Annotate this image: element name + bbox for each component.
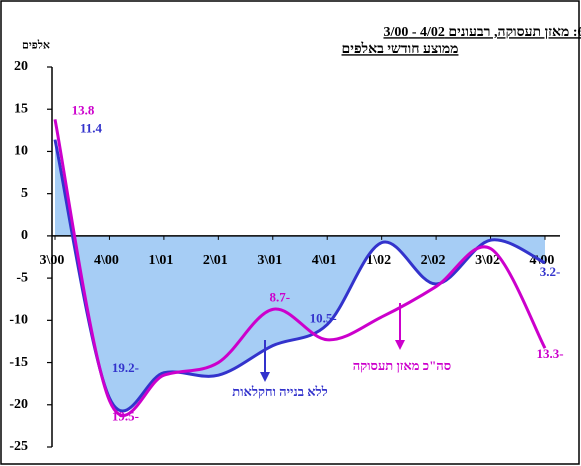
y-tick-label: 5 xyxy=(21,186,28,201)
value-label: 13.8 xyxy=(72,102,95,117)
legend-arrowhead xyxy=(260,372,270,382)
area xyxy=(55,139,545,411)
y-tick-label: 15 xyxy=(14,101,28,116)
line xyxy=(53,119,547,417)
x-tick-label: 3\02 xyxy=(475,253,500,268)
value-label: 3.2- xyxy=(540,264,561,279)
x-tick-label: 4\00 xyxy=(94,253,119,268)
legend-label: ללא בנייה וחקלאות xyxy=(232,384,327,399)
y-tick-label: -15 xyxy=(9,355,28,370)
y-tick-label: -5 xyxy=(16,270,28,285)
value-label: 11.4 xyxy=(80,121,103,136)
y-tick-label: -25 xyxy=(9,439,28,454)
value-label: 8.7- xyxy=(269,289,290,304)
x-tick-label: 1\02 xyxy=(366,253,391,268)
y-tick-label: -10 xyxy=(9,313,28,328)
chart-title: ת.6: מאזן תעסוקה, רבעונים 4/02 - 3/00 xyxy=(383,25,581,40)
value-label: 13.3- xyxy=(536,346,563,361)
y-tick-label: 20 xyxy=(14,59,28,74)
y-axis-label: אלפים xyxy=(22,40,50,52)
legend-label: סה"כ מאזן תעסוקה xyxy=(353,358,451,373)
x-tick-label: 3\00 xyxy=(40,253,65,268)
legend-arrowhead xyxy=(395,340,405,350)
value-label: 19.5- xyxy=(112,409,139,424)
x-tick-label: 2\02 xyxy=(421,253,446,268)
x-tick-label: 4\01 xyxy=(312,253,337,268)
value-label: 19.2- xyxy=(112,360,139,375)
x-tick-label: 3\01 xyxy=(257,253,282,268)
chart-subtitle: ממוצע חודשי באלפים xyxy=(342,41,459,57)
y-tick-label: -20 xyxy=(9,397,28,412)
value-label: 10.5- xyxy=(310,311,337,326)
y-tick-label: 10 xyxy=(14,144,28,159)
x-tick-label: 2\01 xyxy=(203,253,228,268)
x-tick-label: 1\01 xyxy=(148,253,173,268)
y-tick-label: 0 xyxy=(21,228,28,243)
